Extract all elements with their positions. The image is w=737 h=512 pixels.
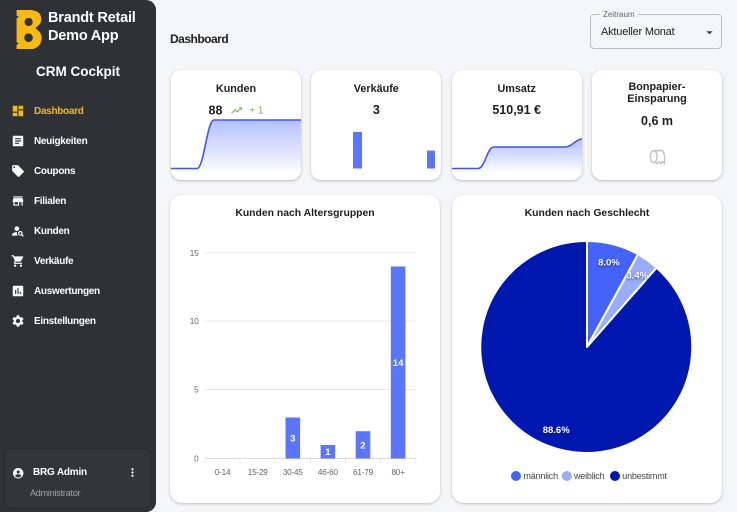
svg-text:3: 3 (290, 433, 295, 444)
svg-text:unbestimmt: unbestimmt (622, 471, 667, 481)
svg-text:weiblich: weiblich (573, 471, 605, 481)
svg-text:14: 14 (393, 358, 404, 369)
svg-text:61-79: 61-79 (353, 468, 374, 477)
svg-text:1: 1 (325, 447, 331, 458)
svg-text:3.4%: 3.4% (626, 270, 648, 281)
svg-text:8.0%: 8.0% (598, 257, 620, 268)
svg-text:0: 0 (194, 455, 199, 464)
svg-text:15: 15 (190, 249, 199, 258)
svg-text:80+: 80+ (391, 468, 405, 477)
svg-text:46-60: 46-60 (318, 468, 339, 477)
svg-text:männlich: männlich (524, 471, 559, 481)
svg-text:10: 10 (190, 317, 199, 326)
svg-text:0-14: 0-14 (215, 468, 231, 477)
svg-text:5: 5 (194, 386, 199, 395)
svg-text:88.6%: 88.6% (543, 425, 570, 436)
svg-text:30-45: 30-45 (283, 468, 304, 477)
svg-text:2: 2 (360, 440, 365, 451)
svg-text:15-29: 15-29 (248, 468, 269, 477)
